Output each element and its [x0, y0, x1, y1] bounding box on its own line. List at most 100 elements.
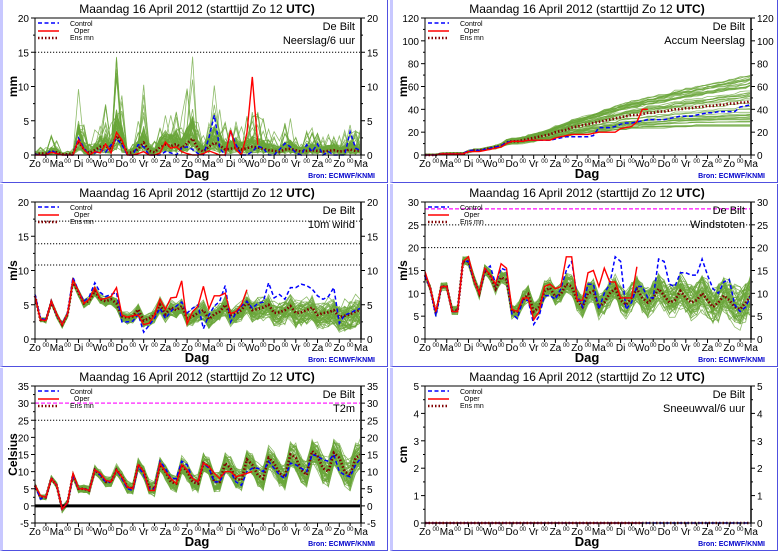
day-label: Vr — [529, 159, 539, 170]
midday-label: 00 — [64, 343, 71, 349]
y-tick-label: 15 — [18, 451, 30, 462]
midday-label: 00 — [737, 343, 744, 349]
day-label: Do — [268, 343, 281, 354]
midday-label: 00 — [476, 159, 483, 165]
day-label: Ma — [50, 343, 64, 354]
day-label: Vr — [139, 343, 149, 354]
midday-label: 00 — [563, 159, 570, 165]
y-tick-label: 10 — [18, 267, 30, 278]
y-tick-label: 10 — [18, 468, 30, 479]
y-tick-label: 15 — [367, 451, 379, 462]
y-tick-label: 0 — [367, 502, 373, 513]
midday-label: 00 — [108, 343, 115, 349]
midday-label: 00 — [433, 159, 440, 165]
y-tick-label: 2 — [757, 464, 763, 475]
day-label: Za — [550, 159, 562, 170]
midday-label: 00 — [541, 343, 548, 349]
day-label: Vr — [681, 159, 691, 170]
day-label: Ma — [354, 159, 368, 170]
day-label: Zo — [29, 159, 41, 170]
y-tick-label: 0 — [23, 335, 29, 346]
y-axis-label: cm — [396, 446, 410, 463]
series-ens-mn — [34, 133, 362, 156]
y-tick-label: 0 — [413, 519, 419, 530]
y-tick-label: 10 — [408, 289, 420, 300]
chart-svg: Maandag 16 April 2012 (starttijd Zo 12 U… — [396, 370, 765, 549]
day-label: Vr — [681, 343, 691, 354]
midday-label: 00 — [129, 343, 136, 349]
location-label: De Bilt — [323, 389, 355, 401]
y-tick-label: 20 — [367, 198, 379, 209]
y-tick-label: 5 — [23, 485, 29, 496]
midday-label: 00 — [715, 527, 722, 533]
location-label: De Bilt — [713, 205, 745, 217]
day-label: Do — [658, 527, 671, 538]
midday-label: 00 — [173, 343, 180, 349]
day-label: Vr — [529, 343, 539, 354]
chart-svg: Maandag 16 April 2012 (starttijd Zo 12 U… — [6, 2, 379, 181]
y-tick-label: 35 — [18, 382, 30, 393]
y-tick-label: 30 — [367, 399, 379, 410]
midday-label: 00 — [519, 527, 526, 533]
y-tick-label: 10 — [367, 468, 379, 479]
midday-label: 00 — [519, 343, 526, 349]
day-label: Di — [226, 527, 235, 538]
day-label: Zo — [181, 159, 193, 170]
day-label: Wo — [93, 527, 108, 538]
midday-label: 00 — [238, 343, 245, 349]
midday-label: 00 — [737, 159, 744, 165]
chart-title: Maandag 16 April 2012 (starttijd Zo 12 U… — [79, 186, 314, 200]
day-label: Do — [116, 527, 129, 538]
day-label: Za — [312, 527, 324, 538]
day-label: Ma — [202, 159, 216, 170]
legend-ensmean-label: Ens mn — [460, 403, 484, 410]
x-axis-label: Dag — [185, 534, 210, 549]
legend-ensmean-label: Ens mn — [70, 35, 94, 42]
y-tick-label: 25 — [18, 416, 30, 427]
midday-label: 00 — [151, 343, 158, 349]
midday-label: 00 — [498, 527, 505, 533]
day-label: Zo — [333, 527, 345, 538]
midday-label: 00 — [282, 159, 289, 165]
midday-label: 00 — [693, 527, 700, 533]
midday-label: 00 — [173, 527, 180, 533]
midday-label: 00 — [303, 527, 310, 533]
midday-label: 00 — [498, 159, 505, 165]
y-tick-label: 20 — [408, 128, 420, 139]
y-tick-label: 0 — [367, 335, 373, 346]
source-label: Bron: ECMWF/KNMI — [698, 173, 765, 180]
y-tick-label: 20 — [367, 14, 379, 25]
chart-svg: Maandag 16 April 2012 (starttijd Zo 12 U… — [6, 186, 379, 365]
legend-control-label: Control — [70, 21, 93, 28]
midday-label: 00 — [606, 159, 613, 165]
ensemble-member-line — [34, 459, 362, 514]
legend-ensmean-label: Ens mn — [70, 219, 94, 226]
midday-label: 00 — [260, 527, 267, 533]
midday-label: 00 — [347, 343, 354, 349]
y-tick-label: 20 — [18, 433, 30, 444]
chart-panel-10m-wind: Maandag 16 April 2012 (starttijd Zo 12 U… — [0, 184, 388, 367]
midday-label: 00 — [433, 343, 440, 349]
midday-label: 00 — [650, 527, 657, 533]
day-label: Zo — [181, 527, 193, 538]
day-label: Do — [268, 527, 281, 538]
legend-ensmean-label: Ens mn — [460, 219, 484, 226]
midday-label: 00 — [563, 527, 570, 533]
y-tick-label: 100 — [757, 37, 774, 48]
y-tick-label: 15 — [757, 267, 769, 278]
variable-label: Neerslag/6 uur — [283, 35, 355, 47]
midday-label: 00 — [585, 343, 592, 349]
day-label: Ma — [744, 343, 758, 354]
day-label: Za — [160, 527, 172, 538]
y-tick-label: 60 — [757, 83, 769, 94]
day-label: Do — [658, 343, 671, 354]
y-tick-label: 0 — [413, 151, 419, 162]
day-label: Wo — [483, 159, 498, 170]
y-tick-label: 15 — [367, 232, 379, 243]
midday-label: 00 — [715, 159, 722, 165]
chart-svg: Maandag 16 April 2012 (starttijd Zo 12 U… — [396, 2, 774, 181]
day-label: Wo — [245, 159, 260, 170]
x-axis-label: Dag — [575, 166, 600, 181]
midday-label: 00 — [693, 343, 700, 349]
